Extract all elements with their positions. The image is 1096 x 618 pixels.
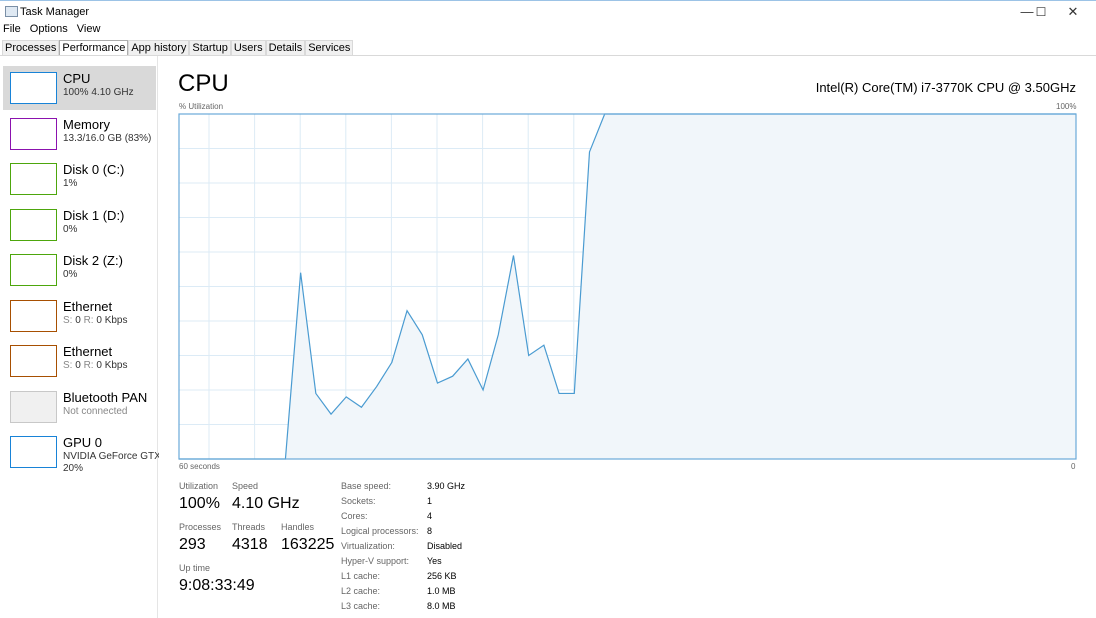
divider [0,55,1096,56]
spec-value: Yes [427,556,442,566]
sidebar-item-ethernet[interactable]: Ethernet S: 0 R: 0 Kbps [3,339,156,383]
item-name: GPU 0 [63,435,103,450]
speed-value: 4.10 GHz [232,495,300,512]
item-name: Disk 1 (D:) [63,207,125,223]
menu-file[interactable]: File [3,23,21,35]
spec-value: 1 [427,496,433,506]
item-name: Ethernet [63,344,113,359]
thumbnail-graph [10,163,57,195]
sidebar-item-ethernet[interactable]: Ethernet S: 0 R: 0 Kbps [3,294,156,338]
spec-value: 4 [427,511,433,521]
menu-options[interactable]: Options [29,23,68,35]
y-axis-label: % Utilization [179,102,224,111]
utilization-value: 100% [179,495,220,512]
chart-border [178,113,1077,460]
item-status: Not connected [63,405,128,417]
spec-label: Logical processors: [341,526,419,536]
spec-value: 8 [427,526,433,536]
tab-users[interactable]: Users [230,40,266,55]
item-name: CPU [63,71,91,86]
threads-label: Threads [232,522,266,532]
window-title: Task Manager [20,6,90,18]
spec-label: Hyper-V support: [341,556,410,566]
item-status: 1% [63,178,78,189]
task-manager-icon [5,6,18,17]
handles-label: Handles [281,522,315,532]
thumbnail-graph [10,390,57,423]
maximize-button[interactable]: ☐ [1035,5,1047,19]
cpu-utilization-chart [178,113,1077,460]
spec-label: Cores: [341,511,368,521]
utilization-label: Utilization [179,481,219,491]
spec-value: 256 KB [427,571,457,581]
item-status-2: 20% [63,463,84,474]
tab-bar: Processes Performance App history Startu… [2,40,354,56]
speed-label: Speed [232,481,259,491]
item-status: 100% 4.10 GHz [63,87,134,98]
tab-app-history[interactable]: App history [128,40,190,55]
spec-value: 3.90 GHz [427,481,466,491]
thumbnail-graph [10,436,57,468]
uptime-label: Up time [179,563,211,573]
thumbnail-graph [10,299,57,332]
spec-label: Virtualization: [341,541,395,551]
item-status: 0% [63,269,78,280]
item-status: 0% [63,223,78,235]
x-axis-left-label: 60 seconds [179,462,220,471]
menu-view[interactable]: View [76,23,101,35]
spec-label: L3 cache: [341,601,381,611]
processes-label: Processes [179,522,222,532]
x-axis-right-label: 0 [1071,462,1076,471]
spec-label: L2 cache: [341,586,381,596]
sidebar-item-disk-0-c[interactable]: Disk 0 (C:) 1% [3,157,156,201]
title-bar: Task Manager — ☐ ✕ [0,0,1096,22]
item-name: Disk 0 (C:) [63,162,125,177]
spec-label: Base speed: [341,481,392,491]
utilization-area [179,114,1076,459]
sidebar-item-cpu[interactable]: CPU 100% 4.10 GHz [3,66,156,110]
sidebar-item-memory[interactable]: Memory 13.3/16.0 GB (83%) [3,112,156,156]
uptime-value: 9:08:33:49 [179,577,255,594]
processes-value: 293 [179,536,206,553]
sidebar-item-disk-1-d[interactable]: Disk 1 (D:) 0% [3,203,156,247]
item-name: Memory [63,116,110,132]
menu-bar: File Options View [3,23,106,35]
minimize-button[interactable]: — [1020,4,1034,19]
threads-value: 4318 [232,536,268,553]
tab-details[interactable]: Details [265,40,306,55]
cpu-model: Intel(R) Core(TM) i7-3770K CPU @ 3.50GHz [815,80,1076,95]
item-name: Disk 2 (Z:) [63,253,123,268]
item-name: Bluetooth PAN [63,389,148,405]
page-title: CPU [178,70,229,97]
thumbnail-graph [10,117,57,150]
resource-sidebar: CPU 100% 4.10 GHz Memory 13.3/16.0 GB (83%… [0,56,159,618]
spec-value: 8.0 MB [427,601,456,611]
thumbnail-graph [10,345,57,377]
handles-value: 163225 [281,536,335,553]
item-status: S: 0 R: 0 Kbps [63,360,128,371]
tab-services[interactable]: Services [305,40,354,55]
close-button[interactable]: ✕ [1067,4,1079,19]
thumbnail-graph [10,254,57,286]
thumbnail-graph [10,208,57,241]
sidebar-item-bluetooth-pan[interactable]: Bluetooth PAN Not connected [3,385,156,429]
tab-processes[interactable]: Processes [2,40,60,55]
sidebar-item-disk-2-z[interactable]: Disk 2 (Z:) 0% [3,248,156,292]
thumbnail-graph [10,72,57,104]
tab-startup[interactable]: Startup [189,40,231,55]
item-status: S: 0 R: 0 Kbps [63,314,128,326]
spec-label: L1 cache: [341,571,381,581]
item-name: Ethernet [63,298,113,314]
spec-value: 1.0 MB [427,586,456,596]
y-max-label: 100% [1056,102,1077,111]
tab-performance[interactable]: Performance [59,40,129,56]
item-status: NVIDIA GeForce GTX 10 [63,451,159,462]
spec-label: Sockets: [341,496,376,506]
spec-value: Disabled [427,541,463,551]
item-status: 13.3/16.0 GB (83%) [63,132,152,144]
